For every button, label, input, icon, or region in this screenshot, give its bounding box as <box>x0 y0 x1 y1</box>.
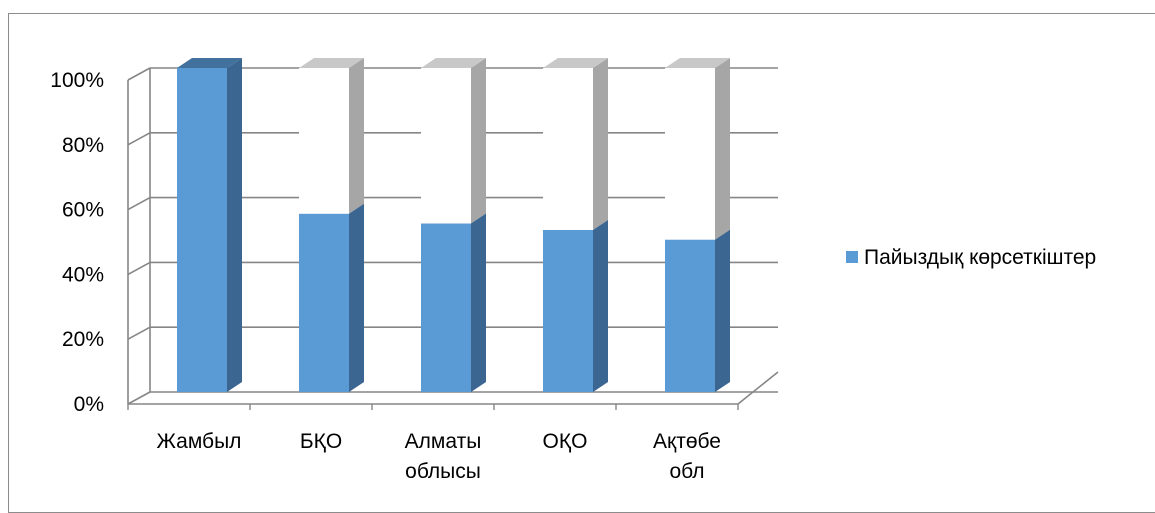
x-tick-label: Ақтөбе обл <box>653 430 721 483</box>
bar-front <box>421 223 471 392</box>
y-tick-label: 20% <box>62 328 104 351</box>
bar-top <box>177 58 242 68</box>
chart-area: 0% 20% 40% 60% 80% 100% Жамбыл БҚО Алматы облысы О… <box>8 13 1155 513</box>
bar-upper-top <box>421 58 486 68</box>
bar-upper-top <box>665 58 730 68</box>
x-tick-label: Алматы облысы <box>405 430 482 483</box>
bar-upper-side <box>593 58 608 230</box>
bar-group <box>177 58 242 392</box>
bar-group <box>421 58 486 392</box>
bar-front <box>299 213 349 392</box>
chart-frame <box>8 13 1155 513</box>
bar-group <box>299 58 364 392</box>
bar-upper-front <box>543 68 593 230</box>
x-tick-label: БҚО <box>300 430 342 453</box>
y-tick-label: 0% <box>74 393 104 416</box>
bars <box>177 58 730 392</box>
gridline-side <box>127 326 151 340</box>
bar-side <box>349 203 364 392</box>
bar-side <box>471 213 486 392</box>
axes <box>127 68 779 410</box>
gridline-side <box>127 391 151 405</box>
bar-upper-side <box>715 58 730 240</box>
bar-upper-front <box>421 68 471 224</box>
bar-group <box>543 58 608 392</box>
bar-upper-side <box>349 58 364 214</box>
labels: 0% 20% 40% 60% 80% 100% Жамбыл БҚО Алматы облысы О… <box>50 69 721 483</box>
x-tick-label: Жамбыл <box>157 430 242 453</box>
legend-label: Пайыздық көрсеткіштер <box>864 246 1096 269</box>
bar-group <box>665 58 730 392</box>
bar-chart: 0% 20% 40% 60% 80% 100% Жамбыл БҚО Алматы облысы О… <box>50 58 1096 483</box>
bar-upper-front <box>299 68 349 214</box>
y-tick-label: 100% <box>50 69 104 92</box>
bar-upper-side <box>471 58 486 224</box>
x-tick-label: ОҚО <box>543 430 588 453</box>
legend-swatch <box>846 251 858 263</box>
bar-front <box>665 239 715 392</box>
bar-side <box>715 229 730 392</box>
bar-front <box>543 230 593 392</box>
bar-side <box>593 220 608 392</box>
legend: Пайыздық көрсеткіштер <box>846 246 1096 269</box>
gridline-side <box>127 67 151 81</box>
bar-upper-top <box>299 58 364 68</box>
y-tick-label: 60% <box>62 199 104 222</box>
gridline-side <box>127 132 151 146</box>
bar-front <box>177 68 227 392</box>
y-tick-label: 80% <box>62 134 104 157</box>
bar-side <box>227 58 242 392</box>
bar-upper-top <box>543 58 608 68</box>
bar-upper-front <box>665 68 715 240</box>
gridline-side <box>127 196 151 211</box>
gridline-side <box>127 261 151 276</box>
y-tick-label: 40% <box>62 263 104 286</box>
floor-right-edge <box>737 371 779 405</box>
